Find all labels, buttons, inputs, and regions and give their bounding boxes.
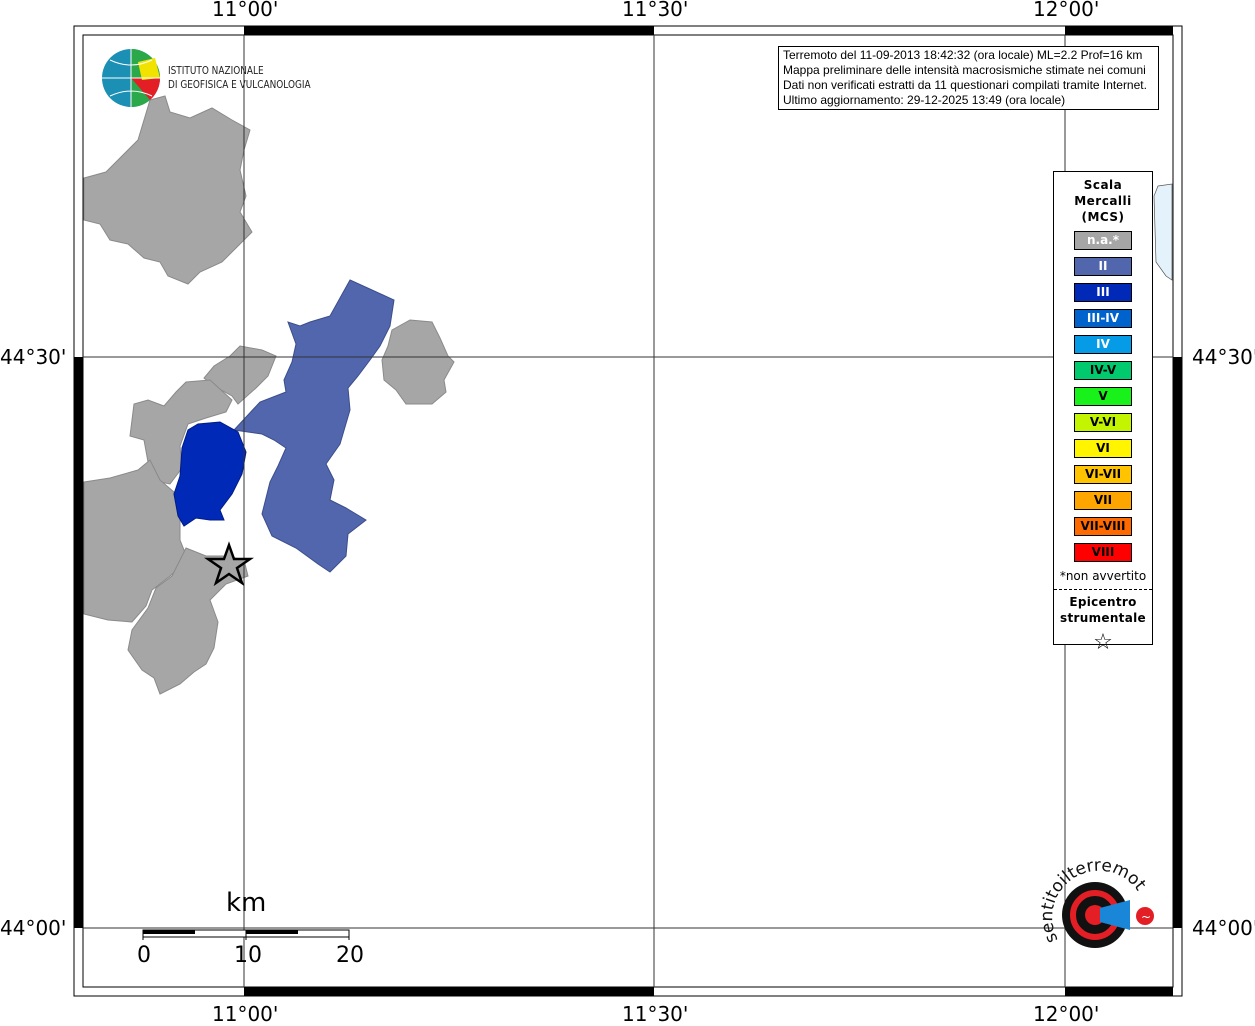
legend-item-vi-vii: VI-VII — [1074, 465, 1132, 484]
municipality-intensity-II — [232, 279, 395, 573]
ingv-logo-text: ISTITUTO NAZIONALE DI GEOFISICA E VULCAN… — [168, 64, 311, 92]
event-info-box: Terremoto del 11-09-2013 18:42:32 (ora l… — [778, 46, 1159, 110]
legend-divider — [1054, 589, 1152, 590]
svg-text:~: ~ — [1141, 910, 1151, 924]
scale-label-20: 20 — [336, 943, 364, 968]
legend-item-v: V — [1074, 387, 1132, 406]
epicenter-title-line: Epicentro — [1069, 595, 1137, 609]
legend-item-viii: VIII — [1074, 543, 1132, 562]
frame-bars — [74, 26, 1182, 996]
info-line-source: Dati non verificati estratti da 11 quest… — [783, 78, 1147, 92]
legend-item-n-a: n.a.* — [1074, 231, 1132, 250]
lon-tick-top-1: 11°00' — [212, 0, 279, 21]
lat-tick-left-1: 44°30' — [0, 345, 67, 369]
info-line-event: Terremoto del 11-09-2013 18:42:32 (ora l… — [783, 48, 1143, 62]
legend-item-iv: IV — [1074, 335, 1132, 354]
legend-note: *non avvertito — [1059, 569, 1147, 583]
legend-item-iii-iv: III-IV — [1074, 309, 1132, 328]
lon-tick-bottom-1: 11°00' — [212, 1002, 279, 1026]
sea-area — [1153, 183, 1173, 281]
legend-title: Scala Mercalli (MCS) — [1054, 177, 1152, 225]
legend-item-vii: VII — [1074, 491, 1132, 510]
ingv-logo-icon — [102, 49, 161, 108]
graticule — [83, 35, 1173, 987]
legend-item-iv-v: IV-V — [1074, 361, 1132, 380]
epicenter-title-line: strumentale — [1060, 611, 1146, 625]
lon-tick-top-3: 12°00' — [1033, 0, 1100, 21]
info-line-description: Mappa preliminare delle intensità macros… — [783, 63, 1146, 77]
municipality-intensity-III — [173, 421, 247, 527]
legend-items: n.a.* II III III-IV IV IV-V V V-VI VI VI-VII VII VI… — [1054, 231, 1152, 562]
municipalities-na — [83, 95, 455, 695]
lat-tick-left-2: 44°00' — [0, 916, 67, 940]
legend-item-vii-viii: VII-VIII — [1074, 517, 1132, 536]
epicenter-star-legend-icon: ☆ — [1093, 630, 1113, 655]
lat-tick-right-1: 44°30' — [1192, 345, 1255, 369]
lat-tick-right-2: 44°00' — [1192, 916, 1255, 940]
logo-line-1: ISTITUTO NAZIONALE — [168, 65, 264, 77]
lon-tick-bottom-3: 12°00' — [1033, 1002, 1100, 1026]
scale-label-0: 0 — [137, 943, 151, 968]
scale-unit: km — [226, 888, 267, 918]
legend-title-line: Scala — [1083, 178, 1123, 192]
legend-item-vi: VI — [1074, 439, 1132, 458]
legend-title-line: (MCS) — [1081, 210, 1125, 224]
map-frame-inner — [82, 34, 1174, 988]
scale-label-10: 10 — [234, 943, 262, 968]
logo-line-2: DI GEOFISICA E VULCANOLOGIA — [168, 79, 311, 91]
legend-item-v-vi: V-VI — [1074, 413, 1132, 432]
scale-bar — [142, 929, 350, 940]
lon-tick-top-2: 11°30' — [622, 0, 689, 21]
info-line-updated: Ultimo aggiornamento: 29-12-2025 13:49 (… — [783, 93, 1066, 107]
legend-title-line: Mercalli — [1074, 194, 1132, 208]
epicenter-legend-title: Epicentro strumentale — [1054, 594, 1152, 626]
mcs-legend: Scala Mercalli (MCS) n.a.* II III III-IV IV I… — [1053, 171, 1153, 655]
legend-item-iii: III — [1074, 283, 1132, 302]
epicenter-star-icon[interactable] — [203, 541, 255, 587]
legend-item-ii: II — [1074, 257, 1132, 276]
lon-tick-bottom-2: 11°30' — [622, 1002, 689, 1026]
